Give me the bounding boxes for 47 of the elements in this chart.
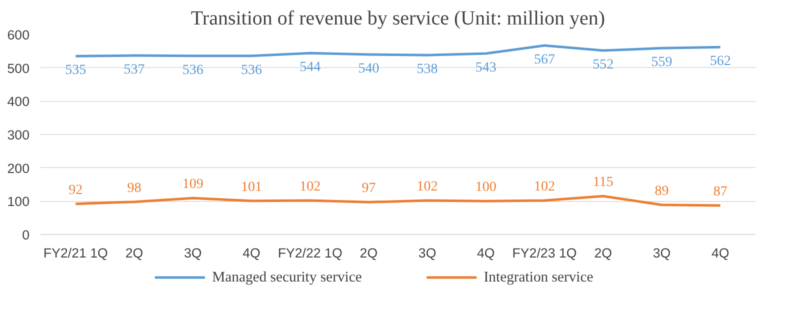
y-tick-label: 200 — [7, 160, 30, 176]
x-tick-label: 2Q — [360, 246, 378, 260]
y-tick-label: 0 — [22, 228, 30, 242]
y-tick-label: 300 — [7, 128, 30, 142]
x-tick-label: FY2/21 1Q — [43, 246, 108, 260]
x-tick-label: 4Q — [477, 246, 495, 260]
x-tick-label: 3Q — [652, 246, 671, 260]
x-tick-label: 4Q — [242, 246, 260, 260]
data-label: 102 — [416, 180, 438, 194]
data-label: 536 — [182, 62, 204, 78]
x-tick-label: FY2/23 1Q — [512, 246, 577, 260]
data-label: 102 — [534, 180, 556, 194]
data-label: 536 — [240, 62, 262, 78]
data-label: 537 — [124, 62, 145, 78]
data-label: 562 — [710, 54, 731, 70]
data-label: 101 — [240, 180, 262, 195]
data-label: 98 — [127, 180, 142, 196]
data-label: 92 — [68, 182, 83, 198]
y-tick-label: 500 — [7, 60, 30, 76]
y-tick-label: 100 — [7, 194, 30, 210]
data-label: 100 — [475, 180, 496, 196]
data-label: 535 — [65, 63, 86, 78]
data-label: 544 — [300, 60, 321, 76]
data-label: 97 — [362, 181, 376, 196]
x-tick-label: 4Q — [711, 246, 730, 260]
data-label: 559 — [651, 55, 672, 70]
line-series — [74, 194, 722, 207]
data-label: 89 — [654, 184, 669, 199]
legend-label: Integration service — [484, 270, 594, 286]
data-label: 87 — [713, 184, 728, 200]
y-tick-label: 400 — [7, 94, 30, 110]
x-tick-label: 2Q — [125, 246, 144, 260]
data-label: 538 — [416, 62, 438, 78]
data-label: 543 — [475, 60, 496, 76]
data-label: 115 — [592, 175, 614, 190]
data-label: 540 — [358, 62, 380, 76]
data-label: 567 — [534, 52, 556, 68]
data-label: 552 — [592, 58, 614, 72]
x-tick-label: 2Q — [594, 246, 612, 260]
x-tick-label: 3Q — [184, 246, 202, 260]
chart-title: Transition of revenue by service (Unit: million yen) — [190, 8, 606, 30]
data-label: 102 — [300, 180, 321, 194]
x-tick-label: FY2/22 1Q — [278, 246, 342, 260]
x-tick-label: 3Q — [418, 246, 436, 260]
data-label: 109 — [182, 177, 204, 192]
y-tick-label: 600 — [7, 28, 30, 42]
legend-label: Managed security service — [212, 270, 362, 286]
